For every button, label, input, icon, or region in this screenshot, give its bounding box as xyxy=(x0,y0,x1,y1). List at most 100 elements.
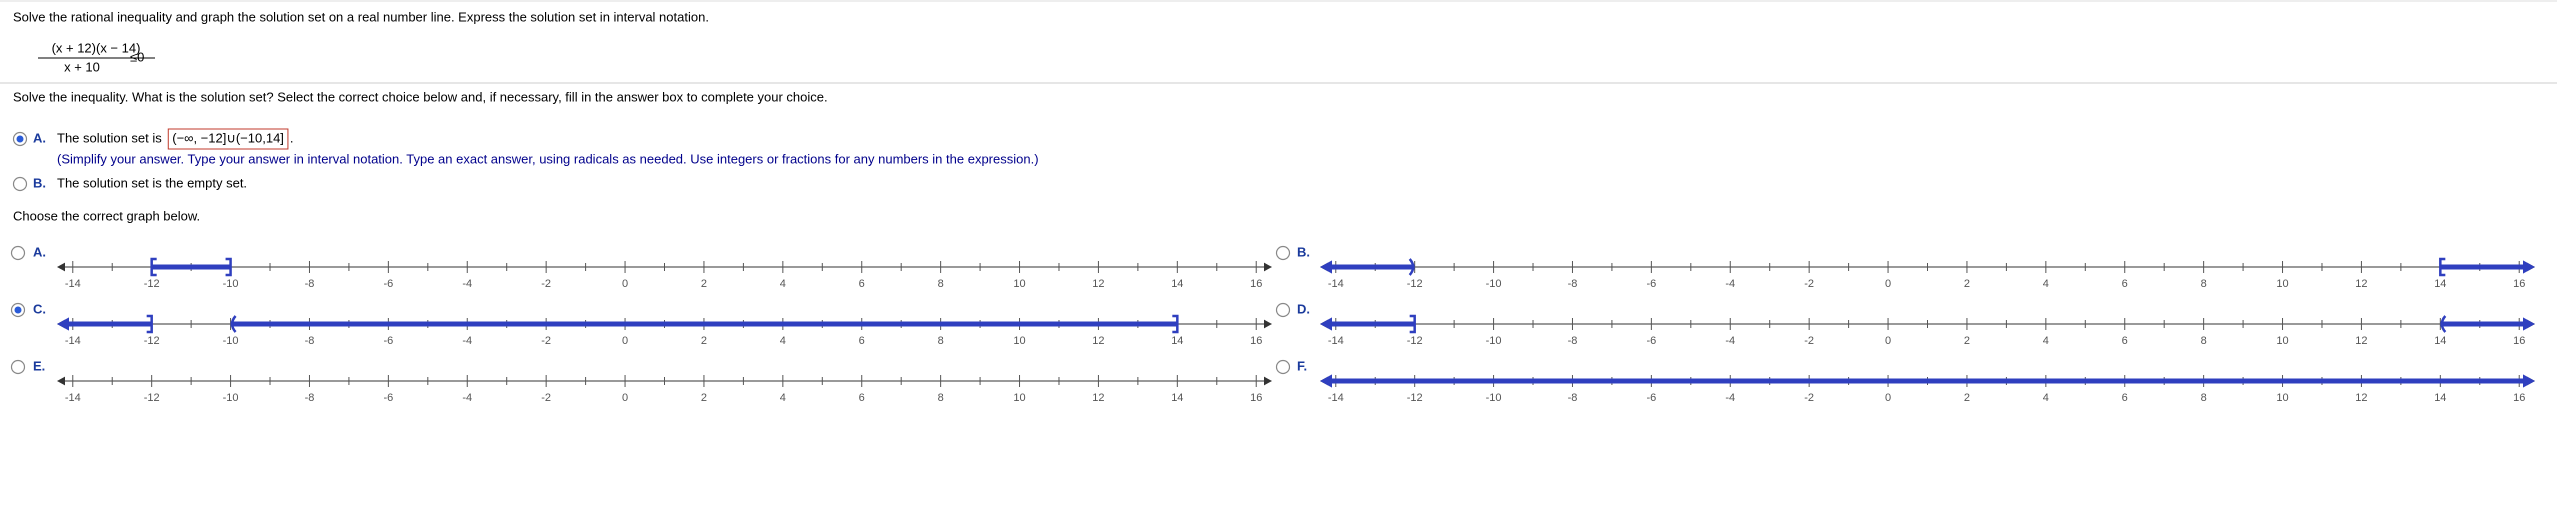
tick-label: 14 xyxy=(1171,335,1183,347)
closed-bracket xyxy=(225,257,232,277)
tick-label: -14 xyxy=(65,278,81,290)
tick-label: 14 xyxy=(1171,392,1183,404)
tick-label: 14 xyxy=(2434,335,2446,347)
tick-label: -14 xyxy=(65,335,81,347)
tick-label: -2 xyxy=(541,392,551,404)
radio-button[interactable] xyxy=(1275,245,1291,261)
graph-letter: D. xyxy=(1297,301,1310,316)
tick-label: 16 xyxy=(2513,392,2525,404)
tick-label: 12 xyxy=(2355,392,2367,404)
radio-button[interactable] xyxy=(1275,359,1291,375)
solution-arrow xyxy=(1320,317,1332,331)
tick-label: -2 xyxy=(541,278,551,290)
tick-label: -6 xyxy=(383,335,393,347)
tick-label: -2 xyxy=(1804,278,1814,290)
tick-label: 8 xyxy=(2201,335,2207,347)
question: Solve the rational inequality and graph … xyxy=(13,9,709,24)
graph-letter: E. xyxy=(33,358,45,373)
tick-label: 12 xyxy=(1092,392,1104,404)
solution-arrow xyxy=(2523,317,2535,331)
tick-label: 6 xyxy=(2122,278,2128,290)
graph-letter: B. xyxy=(1297,244,1310,259)
tick-label: -6 xyxy=(383,392,393,404)
graph-letter: C. xyxy=(33,301,46,316)
radio-button[interactable] xyxy=(1275,302,1291,318)
closed-bracket xyxy=(150,257,157,277)
tick-label: 8 xyxy=(938,392,944,404)
tick-label: -2 xyxy=(1804,392,1814,404)
tick-label: 6 xyxy=(859,278,865,290)
tick-label: -4 xyxy=(462,335,472,347)
tick-label: -12 xyxy=(1407,335,1423,347)
tick-label: 8 xyxy=(2201,278,2207,290)
choice-text: The solution set is the empty set. xyxy=(57,175,247,190)
tick-label: -4 xyxy=(462,392,472,404)
choice-letter: A. xyxy=(33,130,46,145)
tick-label: 10 xyxy=(2276,335,2288,347)
closed-bracket xyxy=(1172,314,1179,334)
tick-label: -14 xyxy=(65,392,81,404)
radio-button[interactable] xyxy=(12,176,28,192)
tick-label: 12 xyxy=(2355,335,2367,347)
tick-label: 0 xyxy=(622,278,628,290)
tick-label: 0 xyxy=(622,392,628,404)
tick-label: -4 xyxy=(1725,335,1735,347)
tick-label: -8 xyxy=(1568,392,1578,404)
tick-label: -6 xyxy=(383,278,393,290)
choice-letter: B. xyxy=(33,175,46,190)
tick-label: -2 xyxy=(541,335,551,347)
tick-label: 2 xyxy=(1964,392,1970,404)
tick-label: 4 xyxy=(2043,392,2049,404)
tick-label: 0 xyxy=(1885,392,1891,404)
tick-label: 10 xyxy=(2276,392,2288,404)
solution-arrow xyxy=(2523,260,2535,274)
solution-arrow xyxy=(1320,374,1332,388)
tick-label: 2 xyxy=(701,392,707,404)
tick-label: 2 xyxy=(1964,335,1970,347)
tick-label: -8 xyxy=(305,392,315,404)
relation: ≤0 xyxy=(130,49,144,64)
tick-label: -10 xyxy=(223,392,239,404)
solution-arrow xyxy=(1320,260,1332,274)
tick-label: -12 xyxy=(144,278,160,290)
answer-box[interactable] xyxy=(167,128,289,150)
open-parenthesis xyxy=(1408,258,1415,276)
tick-label: 14 xyxy=(2434,392,2446,404)
tick-label: -12 xyxy=(144,392,160,404)
axis-arrow xyxy=(1264,376,1272,386)
open-parenthesis xyxy=(230,315,237,333)
closed-bracket xyxy=(146,314,153,334)
tick-label: 14 xyxy=(1171,278,1183,290)
hint: (Simplify your answer. Type your answer … xyxy=(57,151,1039,166)
solution-arrow xyxy=(2523,374,2535,388)
radio-button[interactable] xyxy=(10,359,26,375)
tick-label: 12 xyxy=(2355,278,2367,290)
tick-label: 16 xyxy=(1250,335,1262,347)
radio-dot xyxy=(16,135,24,143)
tick-label: 4 xyxy=(780,335,786,347)
graph-prompt: Choose the correct graph below. xyxy=(13,208,200,223)
tick-label: -10 xyxy=(223,278,239,290)
tick-label: -12 xyxy=(144,335,160,347)
axis-arrow xyxy=(57,262,65,272)
tick-label: 2 xyxy=(701,335,707,347)
prompt: Solve the inequality. What is the soluti… xyxy=(13,89,828,104)
tick-label: 8 xyxy=(938,335,944,347)
tick-label: -12 xyxy=(1407,392,1423,404)
tick-label: -12 xyxy=(1407,278,1423,290)
tick-label: 0 xyxy=(622,335,628,347)
open-parenthesis xyxy=(2440,315,2447,333)
tick-label: -14 xyxy=(1328,335,1344,347)
tick-label: 8 xyxy=(938,278,944,290)
radio-button[interactable] xyxy=(10,245,26,261)
tick-label: 16 xyxy=(2513,278,2525,290)
tick-label: 10 xyxy=(1013,278,1025,290)
tick-label: 8 xyxy=(2201,392,2207,404)
tick-label: -10 xyxy=(1486,335,1502,347)
tick-label: -6 xyxy=(1646,335,1656,347)
answer-text: (−∞, −12]∪(−10,14] xyxy=(172,130,284,145)
tick-label: -10 xyxy=(223,335,239,347)
answer-suffix: . xyxy=(290,130,294,145)
choice-text: The solution set is xyxy=(57,130,162,145)
tick-label: 2 xyxy=(701,278,707,290)
